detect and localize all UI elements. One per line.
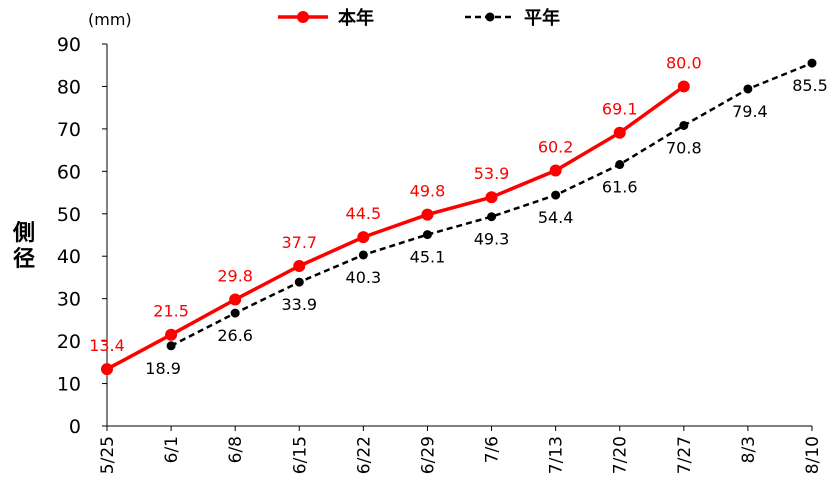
data-point: [421, 208, 434, 221]
data-label: 18.9: [145, 359, 181, 378]
data-label: 79.4: [732, 102, 768, 121]
series-group: 13.4 21.5 29.8 37.7 44.5 49.8 53.9 60.2 69.1 80.0…: [89, 53, 828, 377]
data-label: 53.9: [474, 164, 510, 183]
data-label: 54.4: [538, 208, 574, 227]
data-point: [229, 293, 242, 306]
legend: 本年 平年: [278, 7, 560, 29]
data-point: [549, 164, 562, 177]
data-label: 40.3: [346, 268, 382, 287]
data-label: 13.4: [89, 336, 125, 355]
x-tick-label: 6/1: [162, 436, 182, 463]
data-point: [357, 231, 370, 244]
y-axis-title: 側径: [12, 221, 35, 272]
data-point: [101, 363, 113, 376]
data-point: [677, 80, 690, 93]
data-point: [165, 328, 178, 341]
x-tick-label: 6/15: [290, 436, 310, 474]
series-this-year: 13.4 21.5 29.8 37.7 44.5 49.8 53.9 60.2 69.1 80.0: [89, 53, 702, 376]
y-tick-label: 80: [57, 76, 81, 98]
data-label: 44.5: [346, 204, 382, 223]
y-tick-label: 0: [69, 416, 81, 438]
legend-item: 本年: [278, 7, 374, 29]
data-point: [613, 126, 626, 139]
data-label: 69.1: [602, 100, 638, 119]
data-point: [230, 308, 240, 318]
data-label: 26.6: [217, 326, 253, 345]
data-point: [485, 191, 498, 204]
data-point: [807, 58, 817, 68]
data-label: 61.6: [602, 178, 638, 197]
data-label: 70.8: [666, 138, 702, 157]
data-label: 85.5: [792, 76, 828, 95]
data-label: 49.3: [474, 230, 510, 249]
data-label: 80.0: [666, 53, 702, 72]
data-point: [358, 250, 368, 260]
y-tick-label: 60: [57, 161, 81, 183]
x-tick-label: 6/8: [226, 436, 246, 463]
y-tick-label: 50: [57, 204, 81, 226]
data-point: [422, 230, 432, 240]
legend-label: 本年: [338, 7, 374, 29]
legend-label: 平年: [524, 7, 560, 29]
y-tick-label: 70: [57, 119, 81, 141]
data-point: [166, 341, 176, 351]
unit-label: (mm): [88, 10, 132, 29]
series-line: [170, 61, 813, 347]
y-tick-label: 40: [57, 246, 81, 268]
x-ticks: 5/25 6/1 6/8 6/15 6/22 6/29 7/6 7/13 7/20 7/27 8/3…: [98, 426, 823, 474]
x-tick-label: 5/25: [98, 436, 118, 474]
data-point: [487, 212, 497, 222]
y-tick-label: 90: [57, 34, 81, 56]
x-tick-label: 7/20: [611, 436, 631, 474]
data-label: 29.8: [217, 267, 253, 286]
data-point: [743, 84, 753, 94]
data-point: [551, 190, 561, 200]
data-point: [615, 160, 625, 170]
x-tick-label: 8/3: [739, 436, 759, 463]
y-tick-label: 20: [57, 331, 81, 353]
legend-marker: [297, 11, 309, 23]
data-label: 37.7: [281, 233, 317, 252]
x-tick-label: 7/27: [675, 436, 695, 474]
data-point: [293, 259, 306, 272]
legend-item: 平年: [465, 7, 560, 29]
data-label: 45.1: [410, 248, 446, 267]
data-point: [679, 120, 689, 130]
x-tick-label: 8/10: [803, 436, 823, 474]
data-label: 49.8: [410, 182, 446, 201]
data-point: [294, 277, 304, 287]
y-axis-label: 側径: [12, 221, 35, 272]
data-label: 33.9: [281, 295, 317, 314]
data-label: 60.2: [538, 137, 574, 156]
y-tick-label: 30: [57, 289, 81, 311]
x-tick-label: 7/13: [547, 436, 567, 474]
x-tick-label: 6/29: [418, 436, 438, 474]
series-line: [106, 84, 685, 371]
series-normal-year: 18.9 26.6 33.9 40.3 45.1 49.3 54.4 61.6 70.8 79.4…: [145, 58, 828, 378]
axes: [106, 44, 812, 427]
x-tick-label: 6/22: [354, 436, 374, 474]
legend-marker: [485, 12, 495, 22]
y-ticks: 0 10 20 30 40 50 60 70 80 90: [57, 34, 107, 438]
data-label: 21.5: [153, 302, 189, 321]
x-tick-label: 7/6: [483, 436, 503, 463]
y-tick-label: 10: [57, 374, 81, 396]
